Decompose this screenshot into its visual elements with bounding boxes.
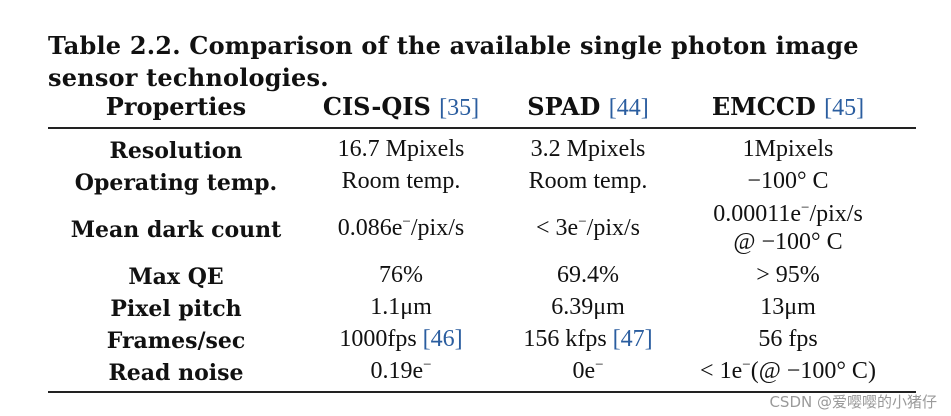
header-properties: Properties <box>105 92 247 121</box>
row-label-frames-sec: Frames/sec <box>106 328 246 354</box>
cell-spad-mean-dark-count: < 3e−/pix/s <box>498 215 678 242</box>
header-spad-label: SPAD <box>527 92 601 121</box>
header-spad: SPAD [44] <box>498 92 678 122</box>
superscript: − <box>742 357 751 373</box>
superscript: − <box>423 357 432 373</box>
cell-text: < 1e <box>700 358 743 384</box>
cell-text: /pix/s <box>809 201 863 227</box>
citation-link[interactable]: [46] <box>422 326 463 352</box>
cell-line: @ −100° C <box>733 229 843 255</box>
cell-text: 1000fps <box>339 326 417 352</box>
cell-emccd-mean-dark-count: 0.00011e−/pix/s @ −100° C <box>678 200 898 256</box>
cell-cis-operating-temp: Room temp. <box>341 168 461 194</box>
cell-spad-pixel-pitch: 6.39μm <box>551 294 625 320</box>
cell-cis-resolution: 16.7 Mpixels <box>337 136 465 162</box>
cell-emccd-resolution: 1Mpixels <box>742 136 834 162</box>
row-label-pixel-pitch: Pixel pitch <box>110 296 242 322</box>
cell-text: 0.19e <box>370 358 424 384</box>
watermark: CSDN @爱嘤嘤的小猪仔 <box>769 393 937 411</box>
cell-text: 156 kfps <box>523 326 607 352</box>
citation-link[interactable]: [47] <box>612 326 653 352</box>
cell-cis-pixel-pitch: 1.1μm <box>370 294 432 320</box>
cell-text: /pix/s <box>586 215 640 241</box>
cell-cis-read-noise: 0.19e− <box>304 358 498 385</box>
cell-emccd-read-noise: < 1e−(@ −100° C) <box>678 358 898 385</box>
cell-text: < 3e <box>536 215 579 241</box>
cell-emccd-max-qe: > 95% <box>756 262 820 288</box>
row-label-max-qe: Max QE <box>128 264 224 290</box>
row-label-mean-dark-count: Mean dark count <box>70 217 282 243</box>
row-label-resolution: Resolution <box>109 138 243 164</box>
cell-spad-max-qe: 69.4% <box>557 262 619 288</box>
header-cis-qis: CIS-QIS [35] <box>304 92 498 122</box>
superscript: − <box>595 357 604 373</box>
superscript: − <box>800 200 810 216</box>
bottom-rule <box>48 391 916 393</box>
table-caption: Table 2.2. Comparison of the available s… <box>48 31 859 92</box>
cell-cis-frames-sec: 1000fps [46] <box>304 326 498 353</box>
cell-text: (@ −100° C) <box>750 358 876 384</box>
citation-link[interactable]: [35] <box>439 95 480 121</box>
header-emccd-label: EMCCD <box>711 92 816 121</box>
citation-link[interactable]: [45] <box>824 95 865 121</box>
superscript: − <box>402 214 411 230</box>
header-rule <box>48 127 916 129</box>
cell-cis-max-qe: 76% <box>379 262 423 288</box>
cell-text: 0e <box>572 358 596 384</box>
cell-spad-resolution: 3.2 Mpixels <box>530 136 646 162</box>
cell-cis-mean-dark-count: 0.086e−/pix/s <box>304 215 498 242</box>
cell-text: /pix/s <box>410 215 465 241</box>
cell-emccd-operating-temp: −100° C <box>747 168 829 194</box>
row-label-read-noise: Read noise <box>108 360 244 386</box>
row-label-operating-temp: Operating temp. <box>74 170 278 196</box>
cell-emccd-pixel-pitch: 13μm <box>760 294 816 320</box>
citation-link[interactable]: [44] <box>608 95 649 121</box>
superscript: − <box>578 214 587 230</box>
header-cis-qis-label: CIS-QIS <box>322 92 431 121</box>
cell-spad-read-noise: 0e− <box>498 358 678 385</box>
header-emccd: EMCCD [45] <box>678 92 898 122</box>
cell-line: 0.00011e−/pix/s <box>678 200 898 228</box>
cell-text: 0.086e <box>337 215 403 241</box>
cell-text: 0.00011e <box>713 201 801 227</box>
cell-emccd-frames-sec: 56 fps <box>758 326 818 352</box>
cell-spad-operating-temp: Room temp. <box>528 168 648 194</box>
cell-spad-frames-sec: 156 kfps [47] <box>498 326 678 353</box>
